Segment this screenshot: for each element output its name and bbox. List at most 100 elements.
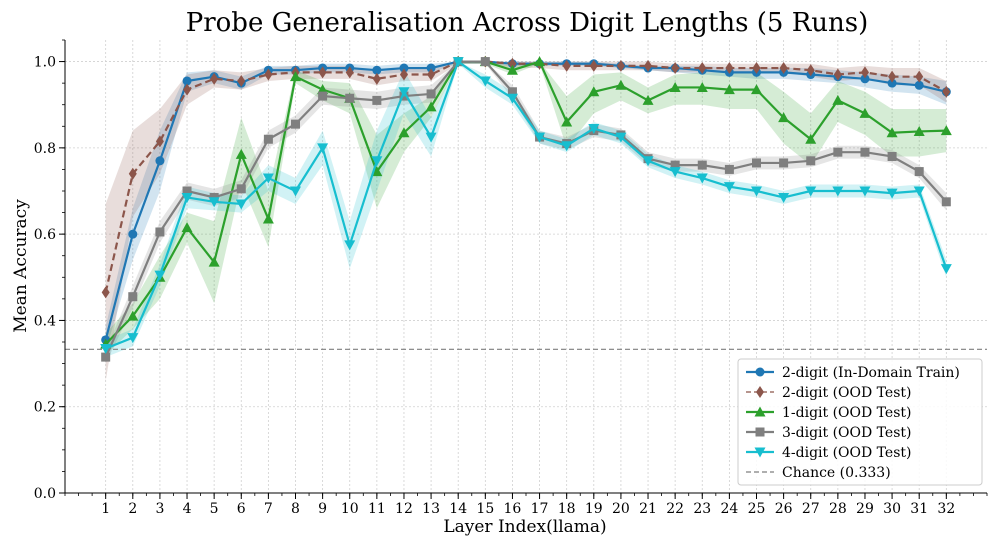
point-4-digit-ood-test-1 (100, 343, 112, 354)
point-2-digit-ood-test-2 (128, 167, 137, 180)
point-1-digit-ood-test-12 (398, 127, 410, 138)
x-tick-label-16: 16 (504, 501, 522, 517)
legend-marker-2-digit-ood-test (756, 386, 764, 398)
x-tick-label-21: 21 (639, 501, 657, 517)
point-1-digit-ood-test-20 (615, 79, 627, 90)
line-3-digit-ood-test (104, 60, 948, 358)
point-3-digit-ood-test-2 (128, 292, 138, 302)
point-3-digit-ood-test-31 (914, 167, 924, 177)
legend-label-2-digit-in-domain-train: 2-digit (In-Domain Train) (782, 365, 960, 381)
point-1-digit-ood-test-4 (181, 222, 193, 233)
point-4-digit-ood-test-27 (805, 186, 817, 197)
point-3-digit-ood-test-30 (887, 151, 897, 161)
line-1-digit-ood-test (104, 60, 947, 345)
point-2-digit-ood-test-3 (155, 135, 164, 148)
point-2-digit-ood-test-7 (264, 68, 273, 81)
point-4-digit-ood-test-10 (344, 240, 356, 251)
x-tick-label-15: 15 (476, 501, 494, 517)
point-4-digit-ood-test-13 (425, 132, 437, 143)
point-4-digit-ood-test-8 (290, 186, 301, 197)
point-1-digit-ood-test-21 (642, 94, 654, 105)
point-1-digit-ood-test-29 (859, 107, 871, 118)
point-2-digit-in-domain-train-30 (887, 78, 897, 88)
point-2-digit-ood-test-30 (888, 70, 897, 83)
x-tick-label-31: 31 (910, 501, 928, 517)
legend-label-3-digit-ood-test: 3-digit (OOD Test) (782, 425, 912, 441)
point-2-digit-ood-test-22 (671, 62, 680, 75)
x-tick-label-28: 28 (829, 501, 847, 517)
point-1-digit-ood-test-26 (778, 112, 790, 123)
x-tick-label-22: 22 (666, 501, 684, 517)
point-2-digit-ood-test-18 (562, 59, 571, 72)
legend-label-2-digit-ood-test: 2-digit (OOD Test) (782, 385, 912, 401)
x-tick-label-1: 1 (101, 501, 110, 517)
y-axis-title: Mean Accuracy (11, 199, 31, 333)
y-tick-label-0: 0.0 (34, 486, 56, 502)
y-tick-label-0.6: 0.6 (34, 227, 56, 243)
point-4-digit-ood-test-17 (534, 132, 546, 143)
point-3-digit-ood-test-1 (101, 352, 111, 362)
point-2-digit-ood-test-21 (644, 59, 653, 72)
point-4-digit-ood-test-6 (235, 199, 247, 210)
point-2-digit-ood-test-28 (833, 68, 842, 81)
point-2-digit-ood-test-32 (942, 85, 951, 98)
point-4-digit-ood-test-25 (751, 186, 762, 197)
point-2-digit-ood-test-26 (779, 62, 788, 75)
x-tick-label-32: 32 (937, 501, 955, 517)
point-1-digit-ood-test-28 (832, 94, 844, 105)
point-3-digit-ood-test-32 (941, 197, 951, 207)
legend-frame (737, 358, 983, 486)
point-4-digit-ood-test-22 (669, 167, 681, 178)
point-4-digit-ood-test-7 (262, 173, 274, 184)
legend: 2-digit (In-Domain Train) 2-digit (OOD Te… (737, 358, 983, 486)
point-1-digit-ood-test-2 (127, 310, 139, 321)
y-tick-labels: 0.0 0.2 0.4 0.6 0.8 1.0 (34, 55, 65, 502)
point-4-digit-ood-test-20 (615, 132, 627, 143)
series-2-digit-ood-test (101, 55, 951, 299)
y-tick-label-1: 1.0 (34, 55, 56, 71)
point-2-digit-ood-test-31 (915, 70, 924, 83)
point-1-digit-ood-test-7 (262, 213, 274, 224)
point-2-digit-in-domain-train-4 (182, 76, 192, 86)
point-1-digit-ood-test-25 (751, 84, 762, 95)
point-4-digit-ood-test-5 (208, 197, 220, 208)
confidence-bands (105, 61, 947, 381)
chart-title: Probe Generalisation Across Digit Length… (186, 8, 869, 38)
point-2-digit-ood-test-23 (698, 62, 707, 75)
x-tick-label-23: 23 (693, 501, 711, 517)
point-3-digit-ood-test-22 (670, 160, 680, 170)
x-tick-label-18: 18 (558, 501, 576, 517)
legend-label-4-digit-ood-test: 4-digit (OOD Test) (782, 445, 912, 461)
x-tick-label-25: 25 (748, 501, 766, 517)
point-1-digit-ood-test-16 (506, 64, 518, 75)
point-3-digit-ood-test-27 (806, 156, 816, 166)
point-4-digit-ood-test-3 (154, 270, 166, 281)
point-4-digit-ood-test-32 (940, 264, 952, 275)
x-tick-label-6: 6 (237, 501, 246, 517)
point-4-digit-ood-test-21 (642, 156, 654, 167)
point-4-digit-ood-test-9 (317, 143, 329, 154)
x-tick-label-4: 4 (183, 501, 192, 517)
point-2-digit-in-domain-train-2 (128, 229, 138, 239)
point-3-digit-ood-test-15 (480, 57, 490, 67)
legend-label-1-digit-ood-test: 1-digit (OOD Test) (782, 405, 912, 421)
x-tick-label-30: 30 (883, 501, 901, 517)
point-1-digit-ood-test-22 (669, 81, 681, 92)
point-1-digit-ood-test-11 (371, 166, 383, 177)
point-3-digit-ood-test-28 (833, 147, 843, 157)
series-4-digit-ood-test (100, 57, 952, 354)
point-1-digit-ood-test-23 (696, 81, 708, 92)
point-2-digit-in-domain-train-29 (860, 74, 870, 84)
point-4-digit-ood-test-11 (371, 156, 383, 167)
legend-marker-3-digit-ood-test (755, 427, 765, 437)
point-3-digit-ood-test-26 (779, 158, 789, 168)
x-tick-label-2: 2 (128, 501, 137, 517)
point-4-digit-ood-test-28 (832, 186, 844, 197)
point-3-digit-ood-test-11 (372, 95, 382, 105)
x-tick-label-20: 20 (612, 501, 630, 517)
point-3-digit-ood-test-25 (752, 158, 761, 168)
point-1-digit-ood-test-24 (723, 84, 735, 95)
x-axis-title: Layer Index(llama) (443, 517, 606, 537)
point-2-digit-ood-test-10 (345, 66, 354, 79)
